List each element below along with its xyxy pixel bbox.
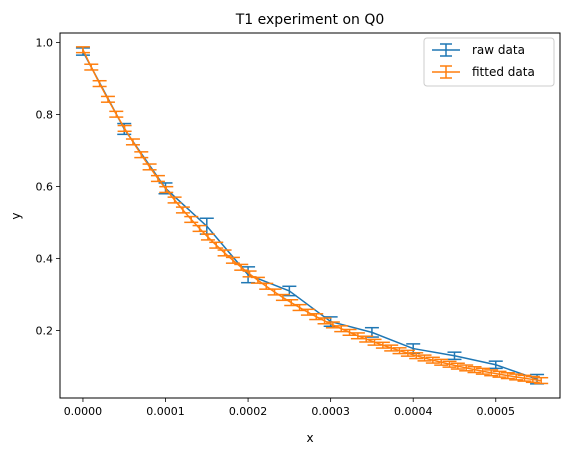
y-tick-label: 0.2 xyxy=(36,325,54,338)
x-axis: 0.0000 0.0001 0.0002 0.0003 0.0004 0.0005 xyxy=(64,398,515,418)
axes-frame xyxy=(59,32,561,399)
y-axis: 0.2 0.4 0.6 0.8 1.0 xyxy=(36,37,60,338)
x-axis-label: x xyxy=(306,431,313,445)
x-tick-label: 0.0005 xyxy=(477,405,516,418)
legend-label: raw data xyxy=(472,43,525,57)
y-tick-label: 0.6 xyxy=(36,181,54,194)
x-tick-label: 0.0000 xyxy=(64,405,103,418)
y-tick-label: 1.0 xyxy=(36,37,54,50)
series-fitted-data xyxy=(75,46,549,385)
y-tick-label: 0.4 xyxy=(36,253,54,266)
legend-label: fitted data xyxy=(472,65,535,79)
legend-item-raw-data: raw data xyxy=(432,43,525,57)
chart-title: T1 experiment on Q0 xyxy=(235,12,385,28)
legend-item-fitted-data: fitted data xyxy=(432,65,535,79)
x-tick-label: 0.0001 xyxy=(146,405,185,418)
x-tick-label: 0.0002 xyxy=(229,405,268,418)
y-tick-label: 0.8 xyxy=(36,109,54,122)
y-axis-label: y xyxy=(9,212,23,219)
x-tick-label: 0.0003 xyxy=(311,405,350,418)
legend: raw data fitted data xyxy=(423,37,555,87)
x-tick-label: 0.0004 xyxy=(394,405,433,418)
plot-area xyxy=(75,46,549,385)
fitted-data-line xyxy=(82,49,542,382)
